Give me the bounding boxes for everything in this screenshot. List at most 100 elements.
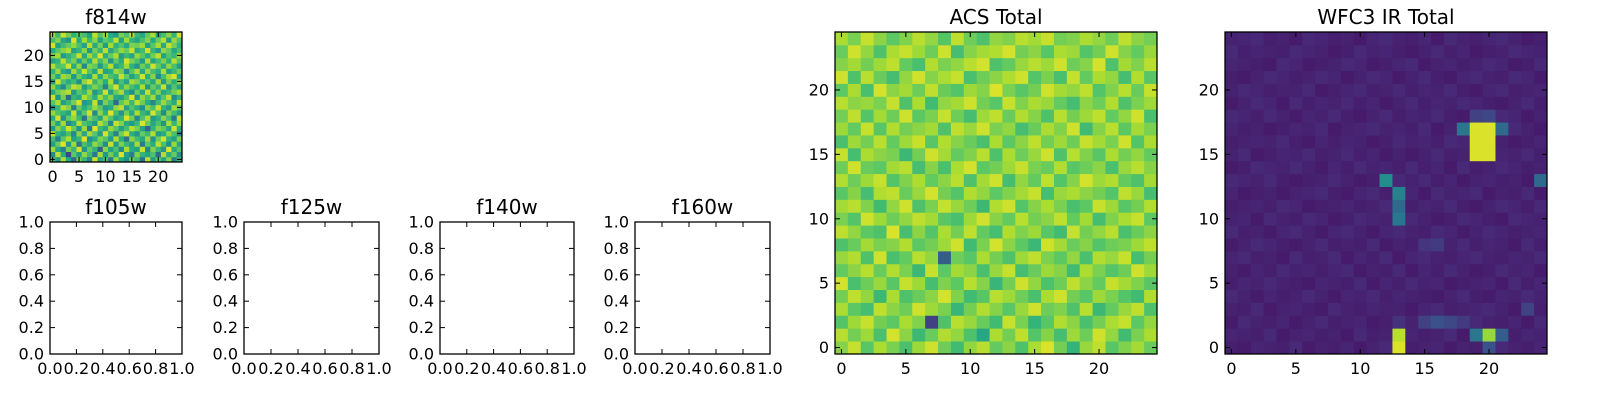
heatmap-cell (1002, 199, 1016, 213)
heatmap-cell (171, 125, 178, 132)
heatmap-cell (118, 32, 125, 38)
heatmap-cell (1066, 96, 1081, 110)
heatmap-cell (113, 58, 120, 64)
heatmap-cell (860, 328, 875, 342)
heatmap-cell (989, 186, 1003, 200)
heatmap-cell (1237, 276, 1252, 290)
heatmap-cell (97, 94, 104, 100)
heatmap-cell (899, 70, 913, 84)
heatmap-cell (950, 199, 965, 213)
heatmap-cell (1237, 238, 1252, 252)
heatmap-cell (145, 125, 151, 132)
heatmap-cell (989, 96, 1003, 110)
heatmap-cell (86, 73, 93, 80)
heatmap-cell (1469, 122, 1483, 136)
heatmap-cell (925, 276, 939, 290)
heatmap-cell (1289, 302, 1303, 316)
heatmap-cell (1053, 173, 1068, 187)
heatmap-cell (71, 73, 77, 80)
heatmap-cell (1015, 186, 1029, 200)
heatmap-cell (1405, 276, 1419, 290)
heatmap-cell (1092, 238, 1106, 252)
heatmap-cell (1315, 315, 1329, 329)
heatmap-cell (1079, 199, 1093, 213)
panel-title: f814w (85, 5, 147, 29)
heatmap-cell (976, 83, 990, 97)
heatmap-cell (989, 109, 1003, 123)
heatmap-cell (60, 120, 67, 126)
heatmap-cell (139, 89, 146, 95)
heatmap-cell (1392, 315, 1406, 329)
y-tick-label: 0.6 (19, 265, 44, 284)
heatmap-cell (145, 37, 151, 43)
heatmap-cell (92, 94, 98, 100)
heatmap-cell (1315, 135, 1329, 149)
y-tick-label: 1.0 (604, 213, 629, 232)
heatmap-cell (1456, 32, 1471, 46)
heatmap-cell (1521, 225, 1535, 239)
heatmap-cell (1237, 315, 1252, 329)
heatmap-cell (176, 73, 183, 80)
heatmap-cell (160, 63, 167, 69)
heatmap-cell (1015, 173, 1029, 187)
heatmap-cell (1353, 302, 1368, 316)
heatmap-cell (71, 99, 77, 106)
y-tick-label: 0.2 (409, 318, 434, 337)
heatmap-cell (1508, 276, 1522, 290)
heatmap-cell (989, 135, 1003, 149)
heatmap-cell (1495, 160, 1509, 175)
y-tick-label: 0 (1209, 338, 1219, 357)
heatmap-cell (1469, 109, 1483, 123)
heatmap-cell (1431, 250, 1445, 265)
heatmap-cell (899, 341, 913, 355)
x-tick-label: 5 (74, 167, 84, 186)
heatmap-cell (1079, 276, 1093, 290)
y-tick-label: 0.8 (409, 239, 434, 258)
heatmap-cell (886, 276, 900, 290)
heatmap-cell (60, 94, 67, 100)
heatmap-cell (1276, 186, 1290, 200)
heatmap-cell (145, 146, 151, 152)
heatmap-cell (1508, 147, 1522, 162)
heatmap-cell (118, 136, 125, 142)
heatmap-cell (1366, 160, 1380, 175)
heatmap-cell (108, 115, 114, 121)
heatmap-cell (1289, 44, 1303, 59)
x-tick-label: 0.0 (622, 359, 647, 378)
heatmap-cell (1237, 147, 1252, 162)
heatmap-cell (1131, 186, 1145, 200)
heatmap-cell (1041, 302, 1055, 316)
heatmap-cell (166, 52, 172, 59)
y-tick-label: 0.6 (409, 265, 434, 284)
heatmap-cell (1015, 44, 1029, 59)
heatmap-cell (108, 141, 114, 147)
heatmap-cell (150, 32, 156, 38)
heatmap-cell (912, 276, 926, 290)
heatmap-cell (1392, 57, 1406, 72)
heatmap-cell (108, 89, 114, 95)
heatmap-cell (1456, 135, 1471, 149)
heatmap-cell (86, 104, 93, 111)
heatmap-cell (1315, 96, 1329, 110)
heatmap-cell (50, 115, 56, 121)
heatmap-cell (835, 289, 849, 303)
heatmap-cell (1002, 250, 1016, 265)
heatmap-cell (1250, 96, 1265, 110)
heatmap-cell (150, 78, 156, 85)
heatmap-cell (1028, 341, 1042, 355)
heatmap-cell (139, 156, 146, 163)
heatmap-cell (1443, 135, 1458, 149)
heatmap-cell (55, 73, 61, 80)
heatmap-cell (60, 32, 67, 38)
heatmap-cell (1028, 276, 1042, 290)
heatmap-cell (1118, 186, 1132, 200)
heatmap-cell (166, 99, 172, 106)
heatmap-cell (1392, 109, 1406, 123)
heatmap-cell (1379, 212, 1393, 226)
heatmap-cell (1340, 173, 1355, 187)
heatmap-cell (912, 122, 926, 136)
heatmap-cell (166, 37, 172, 43)
heatmap-cell (899, 225, 913, 239)
heatmap-cell (1289, 70, 1303, 84)
